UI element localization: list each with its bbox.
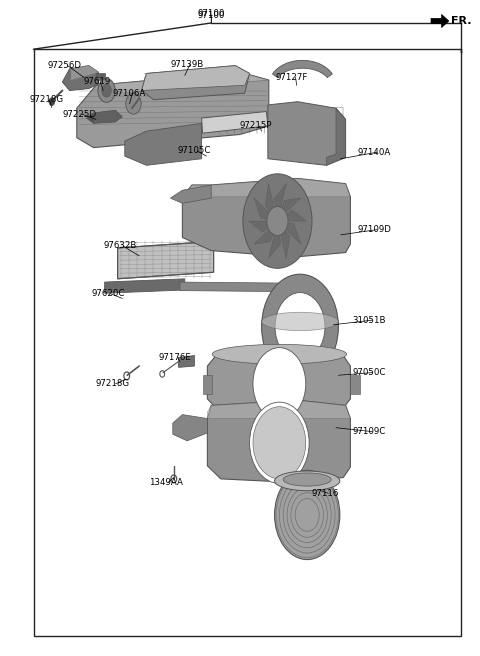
- Circle shape: [275, 293, 325, 361]
- Text: 97116: 97116: [312, 489, 339, 498]
- Polygon shape: [173, 415, 207, 441]
- Polygon shape: [142, 66, 250, 91]
- Polygon shape: [125, 123, 202, 165]
- Circle shape: [253, 407, 306, 479]
- Text: 97109C: 97109C: [353, 427, 386, 436]
- Circle shape: [49, 98, 55, 106]
- Polygon shape: [265, 184, 277, 221]
- Polygon shape: [273, 60, 332, 77]
- Text: 97218G: 97218G: [96, 379, 130, 388]
- Ellipse shape: [212, 344, 347, 364]
- Circle shape: [98, 79, 115, 102]
- Text: 1349AA: 1349AA: [149, 478, 183, 487]
- Text: 97176E: 97176E: [158, 353, 191, 362]
- Text: 97632B: 97632B: [103, 241, 137, 251]
- Text: 97105C: 97105C: [178, 146, 211, 155]
- Circle shape: [102, 84, 111, 97]
- Polygon shape: [77, 72, 269, 148]
- Polygon shape: [275, 184, 287, 221]
- Text: 97140A: 97140A: [358, 148, 391, 157]
- Text: 97218G: 97218G: [30, 95, 64, 104]
- Polygon shape: [207, 351, 350, 412]
- Polygon shape: [118, 241, 214, 279]
- Text: 97139B: 97139B: [170, 60, 204, 69]
- Circle shape: [250, 402, 309, 483]
- Polygon shape: [179, 356, 194, 367]
- Circle shape: [243, 174, 312, 268]
- Polygon shape: [207, 400, 350, 482]
- Text: 97225D: 97225D: [62, 110, 96, 119]
- Polygon shape: [62, 66, 98, 91]
- Polygon shape: [277, 210, 306, 221]
- Bar: [96, 73, 105, 80]
- Polygon shape: [96, 72, 269, 93]
- Polygon shape: [268, 221, 280, 258]
- Text: 97100: 97100: [197, 10, 225, 20]
- Polygon shape: [431, 14, 449, 28]
- Polygon shape: [86, 113, 94, 123]
- Circle shape: [267, 207, 288, 236]
- Polygon shape: [254, 221, 277, 244]
- Text: 97620C: 97620C: [91, 289, 125, 298]
- Text: 97619: 97619: [84, 77, 111, 87]
- Polygon shape: [142, 66, 250, 100]
- Text: 97109D: 97109D: [358, 225, 392, 234]
- Polygon shape: [170, 185, 211, 203]
- Circle shape: [275, 470, 340, 560]
- Text: 97256D: 97256D: [48, 61, 82, 70]
- Bar: [34, 49, 461, 636]
- Polygon shape: [326, 108, 346, 165]
- Text: FR.: FR.: [451, 16, 472, 26]
- Bar: [350, 375, 360, 394]
- Bar: [203, 375, 212, 394]
- Circle shape: [253, 348, 306, 420]
- Polygon shape: [207, 400, 350, 419]
- Polygon shape: [254, 198, 277, 221]
- Polygon shape: [182, 178, 350, 257]
- Text: 97106A: 97106A: [113, 89, 146, 98]
- Circle shape: [262, 274, 338, 379]
- Polygon shape: [277, 221, 289, 258]
- Ellipse shape: [275, 471, 340, 491]
- Polygon shape: [71, 66, 98, 80]
- Polygon shape: [249, 221, 277, 232]
- Text: 97127F: 97127F: [276, 73, 308, 82]
- Polygon shape: [182, 178, 350, 197]
- Polygon shape: [94, 110, 122, 123]
- Polygon shape: [277, 221, 301, 244]
- Polygon shape: [105, 279, 185, 293]
- Ellipse shape: [262, 312, 338, 331]
- Circle shape: [126, 93, 141, 114]
- Ellipse shape: [283, 473, 331, 486]
- Polygon shape: [268, 102, 346, 165]
- Polygon shape: [180, 282, 317, 292]
- Polygon shape: [202, 112, 268, 133]
- Text: 31051B: 31051B: [353, 316, 386, 325]
- Text: 97215P: 97215P: [240, 121, 273, 131]
- Polygon shape: [277, 198, 301, 221]
- Text: 97100: 97100: [197, 9, 225, 18]
- Text: 97050C: 97050C: [353, 368, 386, 377]
